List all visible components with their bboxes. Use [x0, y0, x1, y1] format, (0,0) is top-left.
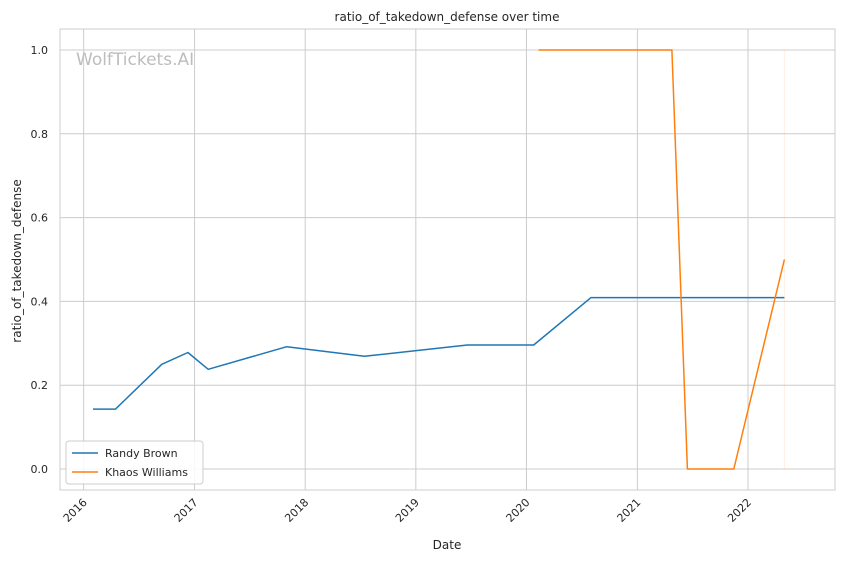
x-tick-labels: 2016 2017 2018 2019 2020 2021 2022 — [61, 496, 754, 525]
legend-box — [65, 440, 204, 485]
y-tick-label-0.6: 0.6 — [31, 212, 49, 225]
x-tick-label-2017: 2017 — [172, 496, 201, 525]
legend-label-0: Randy Brown — [105, 447, 178, 460]
plot-area-frame — [59, 28, 836, 491]
chart-title: ratio_of_takedown_defense over time — [335, 10, 560, 24]
x-tick-label-2022: 2022 — [725, 496, 754, 525]
y-axis-title: ratio_of_takedown_defense — [10, 179, 24, 342]
legend-label-1: Khaos Williams — [105, 466, 188, 479]
legend: Randy Brown Khaos Williams — [65, 440, 204, 485]
series-line-randy-brown — [93, 296, 785, 410]
x-axis-title: Date — [433, 538, 462, 552]
x-tick-label-2020: 2020 — [504, 496, 533, 525]
x-tick-label-2021: 2021 — [615, 496, 644, 525]
grid — [60, 29, 835, 490]
x-tick-label-2016: 2016 — [61, 496, 90, 525]
y-tick-label-0.4: 0.4 — [31, 295, 49, 308]
x-tick-label-2019: 2019 — [393, 496, 422, 525]
y-tick-labels: 0.0 0.2 0.4 0.6 0.8 1.0 — [31, 44, 49, 476]
series-lines — [93, 49, 786, 470]
y-tick-label-0.0: 0.0 — [31, 463, 49, 476]
x-tick-label-2018: 2018 — [282, 496, 311, 525]
watermark: WolfTickets.AI — [76, 50, 194, 70]
y-tick-label-0.2: 0.2 — [31, 379, 49, 392]
series-line-khaos-williams — [538, 49, 786, 470]
y-tick-label-0.8: 0.8 — [31, 128, 49, 141]
y-tick-label-1.0: 1.0 — [31, 44, 49, 57]
